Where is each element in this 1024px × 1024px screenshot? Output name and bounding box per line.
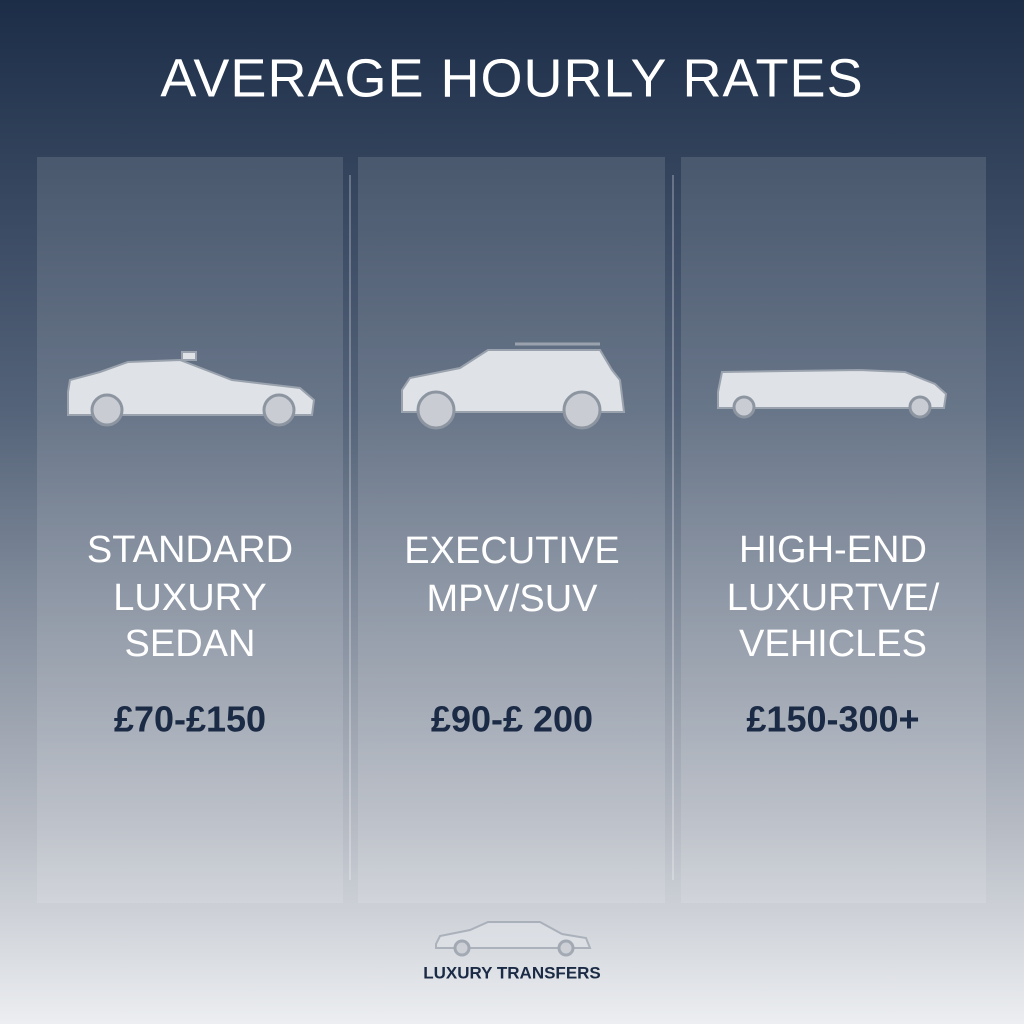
card-panel (37, 157, 343, 903)
card-label: LUXURTVE/ (727, 577, 940, 619)
limousine-icon (717, 368, 948, 419)
card-price: £150-300+ (746, 699, 919, 740)
card-price: £90-£ 200 (431, 699, 593, 740)
card-label: MPV/SUV (426, 578, 598, 620)
suv-icon (401, 342, 626, 430)
card-label: STANDARD (87, 529, 293, 571)
card-label: HIGH-END (739, 529, 927, 571)
footer-brand: LUXURY TRANSFERS (423, 963, 601, 982)
sedan-icon (67, 351, 316, 427)
card-label: LUXURY (113, 577, 266, 619)
card-label: SEDAN (125, 623, 256, 665)
card-price: £70-£150 (114, 699, 266, 740)
card-panel (358, 157, 665, 903)
title: AVERAGE HOURLY RATES (160, 48, 863, 108)
footer-logo (435, 921, 592, 957)
card-panel (681, 157, 986, 903)
card-label: VEHICLES (739, 623, 927, 665)
card-label: EXECUTIVE (404, 530, 619, 572)
